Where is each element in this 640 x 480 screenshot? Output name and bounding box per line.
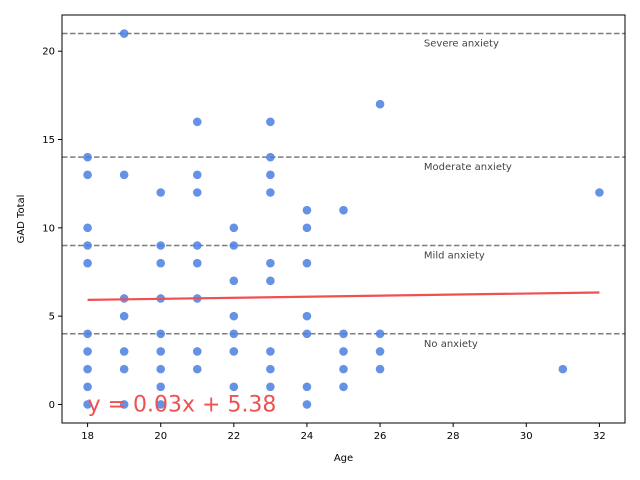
reference-label: Mild anxiety xyxy=(424,250,485,261)
data-point xyxy=(192,117,202,127)
trend-equation: y = 0.03x + 5.38 xyxy=(88,393,277,418)
data-point xyxy=(156,382,166,392)
y-tick-label: 15 xyxy=(42,135,55,146)
x-tick-label: 30 xyxy=(520,431,533,442)
data-point xyxy=(156,329,166,339)
x-axis-label: Age xyxy=(334,453,353,464)
data-point xyxy=(83,364,92,374)
y-tick-label: 10 xyxy=(42,223,55,234)
x-tick-label: 28 xyxy=(447,431,460,442)
y-tick-label: 0 xyxy=(49,400,55,411)
reference-label: No anxiety xyxy=(424,339,478,350)
data-point xyxy=(266,152,275,162)
reference-labels: No anxiety Mild anxiety Moderate anxiety Se… xyxy=(424,39,512,350)
x-axis-ticks: 18 20 22 24 26 28 30 32 xyxy=(81,423,606,442)
data-point xyxy=(266,347,275,356)
reference-label: Moderate anxiety xyxy=(424,162,512,173)
data-point xyxy=(266,258,275,268)
data-point xyxy=(266,117,275,127)
data-point xyxy=(375,329,385,339)
y-axis-ticks: 0 5 10 15 20 xyxy=(42,47,62,411)
data-point xyxy=(375,347,385,356)
data-point xyxy=(229,241,239,250)
y-tick-label: 20 xyxy=(42,47,55,58)
data-point xyxy=(119,400,129,409)
data-point xyxy=(302,258,312,268)
reference-lines xyxy=(62,32,625,335)
x-tick-label: 26 xyxy=(374,431,387,442)
data-point xyxy=(192,188,202,197)
data-point xyxy=(595,188,604,197)
data-point xyxy=(339,347,348,356)
data-point xyxy=(83,382,92,392)
data-point xyxy=(558,364,568,374)
y-axis-label: GAD Total xyxy=(16,195,27,244)
data-point xyxy=(156,188,166,197)
data-point xyxy=(339,364,348,374)
data-point xyxy=(83,152,92,162)
data-points xyxy=(83,29,604,409)
data-point xyxy=(192,364,202,374)
x-tick-label: 18 xyxy=(81,431,94,442)
data-point xyxy=(119,29,129,38)
x-tick-label: 24 xyxy=(301,431,314,442)
data-point xyxy=(192,347,202,356)
data-point xyxy=(302,311,312,321)
data-point xyxy=(375,364,385,374)
data-point xyxy=(229,347,239,356)
data-point xyxy=(192,258,202,268)
data-point xyxy=(156,400,166,409)
data-point xyxy=(339,382,348,392)
data-point xyxy=(156,364,166,374)
data-point xyxy=(83,329,92,339)
data-point xyxy=(266,188,275,197)
reference-label: Severe anxiety xyxy=(424,39,499,50)
data-point xyxy=(229,382,239,392)
data-point xyxy=(302,329,312,339)
data-point xyxy=(192,170,202,180)
data-point xyxy=(192,241,202,250)
data-point xyxy=(119,347,129,356)
data-point xyxy=(83,347,92,356)
data-point xyxy=(266,382,275,392)
data-point xyxy=(119,311,129,321)
data-point xyxy=(302,205,312,215)
data-point xyxy=(302,223,312,233)
y-tick-label: 5 xyxy=(49,312,55,323)
data-point xyxy=(266,170,275,180)
data-point xyxy=(229,276,239,286)
data-point xyxy=(266,276,275,286)
data-point xyxy=(339,205,348,215)
trend-line-group xyxy=(87,291,600,301)
x-tick-label: 32 xyxy=(593,431,606,442)
data-point xyxy=(83,400,92,409)
data-point xyxy=(83,170,92,180)
data-point xyxy=(375,99,385,109)
x-tick-label: 22 xyxy=(227,431,240,442)
data-point xyxy=(119,170,129,180)
data-point xyxy=(229,223,239,233)
data-point xyxy=(156,258,166,268)
plot-frame xyxy=(61,14,626,424)
data-point xyxy=(83,258,92,268)
data-point xyxy=(156,241,166,250)
data-point xyxy=(339,329,348,339)
data-point xyxy=(119,364,129,374)
x-tick-label: 20 xyxy=(154,431,167,442)
data-point xyxy=(229,311,239,321)
data-point xyxy=(302,382,312,392)
data-point xyxy=(156,347,166,356)
data-point xyxy=(83,223,92,233)
data-point xyxy=(266,364,275,374)
data-point xyxy=(83,241,92,250)
data-point xyxy=(302,400,312,409)
trend-line xyxy=(87,291,600,301)
data-point xyxy=(229,329,239,339)
